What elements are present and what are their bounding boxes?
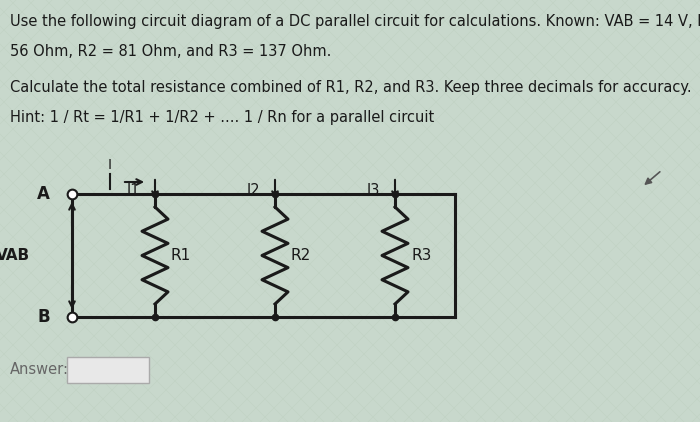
Text: VAB: VAB (0, 248, 30, 263)
Text: Answer:: Answer: (10, 362, 69, 378)
Text: B: B (37, 308, 50, 326)
FancyBboxPatch shape (67, 357, 149, 383)
Text: I: I (108, 158, 112, 172)
Text: Hint: 1 / Rt = 1/R1 + 1/R2 + .... 1 / Rn for a parallel circuit: Hint: 1 / Rt = 1/R1 + 1/R2 + .... 1 / Rn… (10, 110, 434, 125)
Text: R2: R2 (291, 248, 312, 263)
Text: R3: R3 (411, 248, 431, 263)
Text: Calculate the total resistance combined of R1, R2, and R3. Keep three decimals f: Calculate the total resistance combined … (10, 80, 692, 95)
Text: I3: I3 (367, 182, 380, 197)
Text: I2: I2 (246, 182, 260, 197)
Text: I1: I1 (127, 182, 140, 197)
Text: R1: R1 (171, 248, 191, 263)
Text: 56 Ohm, R2 = 81 Ohm, and R3 = 137 Ohm.: 56 Ohm, R2 = 81 Ohm, and R3 = 137 Ohm. (10, 44, 331, 59)
Text: Use the following circuit diagram of a DC parallel circuit for calculations. Kno: Use the following circuit diagram of a D… (10, 14, 700, 29)
Text: A: A (37, 185, 50, 203)
